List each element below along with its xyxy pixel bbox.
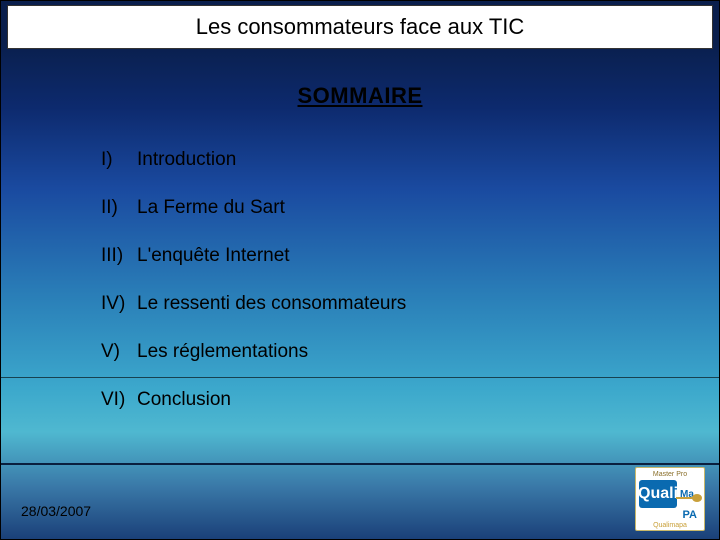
item-number: II) [101,197,137,219]
item-number: V) [101,341,137,363]
item-label: Introduction [137,149,236,171]
item-label: Conclusion [137,389,231,411]
logo-pa: PA [639,509,701,521]
item-number: I) [101,149,137,171]
qualimapa-logo: Master Pro Quali Ma PA Qualimapa [635,467,705,531]
footer-divider [1,463,719,465]
list-item: IV) Le ressenti des consommateurs [101,293,659,315]
item-label: L'enquête Internet [137,245,290,267]
item-number: VI) [101,389,137,411]
list-item: III) L'enquête Internet [101,245,659,267]
toc-list: I) Introduction II) La Ferme du Sart III… [101,149,659,437]
item-label: La Ferme du Sart [137,197,285,219]
logo-top-text: Master Pro [639,471,701,478]
item-number: IV) [101,293,137,315]
spoon-icon [676,494,706,502]
logo-bottom-text: Qualimapa [639,522,701,529]
list-item: I) Introduction [101,149,659,171]
logo-quali: Quali [639,480,677,508]
footer-date: 28/03/2007 [21,503,91,519]
item-number: III) [101,245,137,267]
section-heading: SOMMAIRE [1,83,719,109]
list-item: VI) Conclusion [101,389,659,411]
list-item: II) La Ferme du Sart [101,197,659,219]
item-label: Les réglementations [137,341,308,363]
slide-title: Les consommateurs face aux TIC [196,14,525,40]
title-bar: Les consommateurs face aux TIC [7,5,713,49]
list-item: V) Les réglementations [101,341,659,363]
item-label: Le ressenti des consommateurs [137,293,406,315]
divider-line [1,377,719,378]
